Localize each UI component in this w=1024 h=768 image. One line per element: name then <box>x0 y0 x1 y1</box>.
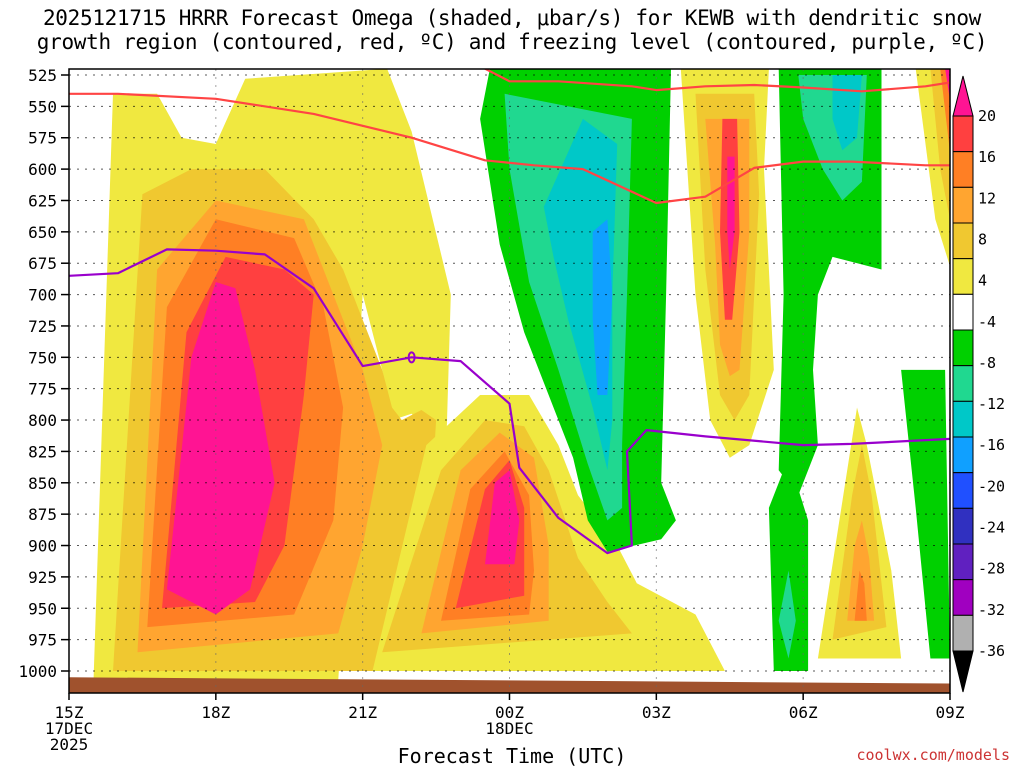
x-axis-label: Forecast Time (UTC) <box>397 744 627 768</box>
colorbar-label--32: -32 <box>978 601 1005 619</box>
colorbar-arrow-top <box>952 75 974 117</box>
colorbar-box-12 <box>952 543 974 581</box>
x-tick-label-0-0: 15Z <box>55 703 84 722</box>
credit-text: coolwx.com/models <box>856 746 1010 764</box>
omega-region-25 <box>778 570 796 659</box>
x-tick-label-15-0: 06Z <box>789 703 818 722</box>
colorbar-box-6 <box>952 329 974 367</box>
colorbar-box-3 <box>952 222 974 260</box>
omega-region-11 <box>485 470 520 565</box>
y-tick-label-525: 525 <box>28 66 57 85</box>
chart-title: 2025121715 HRRR Forecast Omega (shaded, … <box>0 6 1024 54</box>
y-tick-label-625: 625 <box>28 191 57 210</box>
chart-title-line-2: growth region (contoured, red, ºC) and f… <box>36 30 988 54</box>
colorbar-label--28: -28 <box>978 560 1005 578</box>
y-tick-label-900: 900 <box>28 537 57 556</box>
colorbar-box-7 <box>952 365 974 402</box>
x-tick-label-18-0: 09Z <box>936 703 965 722</box>
omega-region-33 <box>940 69 950 153</box>
colorbar-box-14 <box>952 614 974 652</box>
y-tick-label-950: 950 <box>28 599 57 618</box>
omega-region-23 <box>832 75 862 151</box>
colorbar-label--20: -20 <box>978 477 1005 495</box>
colorbar-label--24: -24 <box>978 519 1005 537</box>
omega-region-5 <box>166 282 275 615</box>
y-tick-label-1000: 1000 <box>18 662 57 681</box>
y-tick-label-725: 725 <box>28 317 57 336</box>
colorbar-label--8: -8 <box>978 354 996 372</box>
colorbar-label-4: 4 <box>978 272 987 290</box>
colorbar-label-20: 20 <box>978 107 996 125</box>
y-tick-label-575: 575 <box>28 129 57 148</box>
colorbar-box-13 <box>952 579 974 616</box>
colorbar-label--4: -4 <box>978 313 996 331</box>
y-tick-label-600: 600 <box>28 160 57 179</box>
colorbar-box-11 <box>952 507 974 545</box>
y-tick-label-750: 750 <box>28 348 57 367</box>
x-tick-label-9-0: 00Z <box>495 703 524 722</box>
y-tick-label-850: 850 <box>28 474 57 493</box>
x-tick-label-0-2: 2025 <box>50 735 89 754</box>
colorbar-box-9 <box>952 436 974 474</box>
gridlines <box>69 69 950 693</box>
x-tick-label-6-0: 21Z <box>348 703 377 722</box>
colorbar-box-4 <box>952 258 974 295</box>
y-tick-label-800: 800 <box>28 411 57 430</box>
colorbar-label--16: -16 <box>978 436 1005 454</box>
y-tick-label-925: 925 <box>28 568 57 587</box>
y-tick-label-975: 975 <box>28 631 57 650</box>
omega-region-29 <box>847 520 875 621</box>
colorbar-box-2 <box>952 186 974 224</box>
x-tick-label-12-0: 03Z <box>642 703 671 722</box>
contour-line-2 <box>69 248 950 555</box>
y-tick-label-650: 650 <box>28 223 57 242</box>
y-tick-label-875: 875 <box>28 505 57 524</box>
colorbar-label-12: 12 <box>978 189 996 207</box>
colorbar-label--36: -36 <box>978 642 1005 660</box>
omega-region-24 <box>768 457 809 671</box>
y-tick-label-775: 775 <box>28 380 57 399</box>
x-tick-label-0-1: 17DEC <box>45 719 93 738</box>
y-tick-label-825: 825 <box>28 442 57 461</box>
contour-line-0 <box>69 92 950 205</box>
y-tick-label-675: 675 <box>28 254 57 273</box>
y-tick-label-550: 550 <box>28 97 57 116</box>
colorbar-box-1 <box>952 151 974 188</box>
colorbar-label--12: -12 <box>978 395 1005 413</box>
colorbar-box-5 <box>952 293 974 331</box>
x-tick-label-9-1: 18DEC <box>485 719 533 738</box>
y-tick-label-700: 700 <box>28 286 57 305</box>
x-tick-label-3-0: 18Z <box>201 703 230 722</box>
omega-region-34 <box>945 69 950 101</box>
contour-line-1 <box>484 69 950 93</box>
colorbar-box-8 <box>952 400 974 438</box>
colorbar: 20 16 12 8 4 -4 -8 -12 -16 -20 -24 -28 -32 -36 <box>952 75 1005 693</box>
chart-title-line-1: 2025121715 HRRR Forecast Omega (shaded, … <box>42 6 982 30</box>
omega-region-30 <box>854 570 867 621</box>
colorbar-box-10 <box>952 472 974 509</box>
freezing-level-label-marker <box>407 351 416 364</box>
colorbar-label-8: 8 <box>978 230 987 248</box>
axes: 525 550 575 600 625 650 675 700 725 750 775 800 825 8… <box>18 66 964 754</box>
colorbar-box-0 <box>952 115 974 153</box>
omega-region-20 <box>727 156 735 270</box>
colorbar-arrow-bottom <box>952 650 974 693</box>
colorbar-label-16: 16 <box>978 148 996 166</box>
contour-lines <box>69 69 950 555</box>
